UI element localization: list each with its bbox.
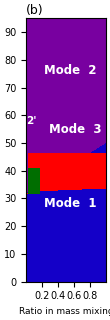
Text: Mode  1: Mode 1: [44, 197, 96, 211]
Text: Mode  2: Mode 2: [44, 64, 96, 77]
Text: 2': 2': [27, 116, 37, 126]
X-axis label: Ratio in mass mixing: Ratio in mass mixing: [19, 307, 110, 316]
Text: (b): (b): [26, 4, 44, 17]
Text: Mode  3: Mode 3: [49, 123, 102, 136]
